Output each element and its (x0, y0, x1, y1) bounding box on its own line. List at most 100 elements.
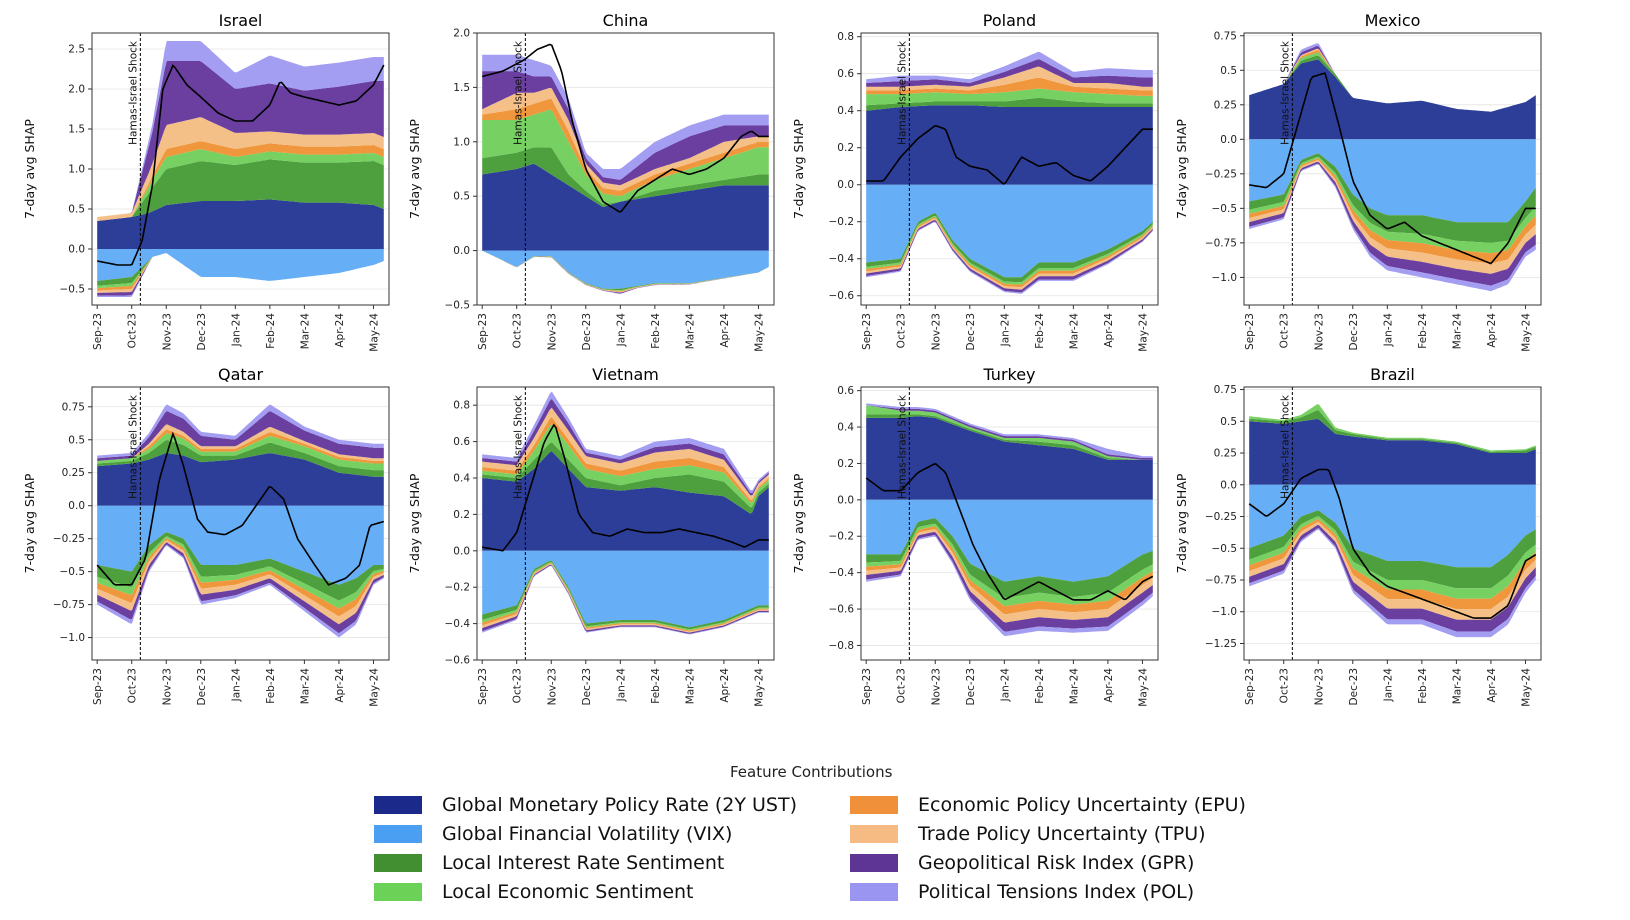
legend-title: Feature Contributions (730, 763, 893, 781)
x-tick-label: Mar-24 (299, 668, 311, 705)
shock-label: Hamas-Israel Shock (127, 394, 139, 499)
legend-swatch-les (374, 882, 422, 901)
x-tick-label: Oct-23 (127, 313, 139, 348)
y-tick-label: −0.8 (829, 640, 855, 652)
area-epu-positive (97, 429, 384, 464)
legend-column-right: Economic Policy Uncertainty (EPU) Trade P… (850, 790, 1246, 906)
x-tick-label: Dec-23 (581, 313, 593, 350)
area-tpu-negative (97, 540, 384, 625)
y-tick-label: 0.2 (837, 142, 854, 154)
y-tick-label: 2.0 (68, 84, 85, 96)
area-pol-positive (97, 41, 384, 217)
area-tpu-positive (866, 66, 1153, 91)
chart-title: Turkey (982, 365, 1035, 384)
y-tick-label: 0.4 (453, 473, 470, 485)
y-tick-label: −0.2 (829, 531, 855, 543)
area-vix-negative (97, 505, 384, 585)
x-tick-label: Mar-24 (684, 668, 696, 705)
x-tick-label: Sep-23 (861, 313, 873, 350)
y-tick-label: 0.0 (68, 244, 85, 256)
shock-label: Hamas-Israel Shock (896, 40, 908, 145)
x-tick-label: Sep-23 (92, 313, 104, 350)
area-les-positive (866, 405, 1153, 460)
y-tick-label: 1.5 (453, 82, 470, 94)
area-lir-positive (482, 147, 769, 207)
y-tick-label: 1.0 (453, 136, 470, 148)
area-gpr-negative (866, 220, 1153, 293)
shock-label: Hamas-Israel Shock (127, 40, 139, 145)
area-vix-negative (97, 249, 384, 281)
area-epu-negative (866, 217, 1153, 288)
area-gpr-negative (97, 542, 384, 634)
y-tick-label: 0.25 (1214, 99, 1237, 111)
y-tick-label: −0.5 (1212, 543, 1238, 555)
y-tick-label: −0.5 (60, 566, 86, 578)
x-tick-label: Mar-24 (1451, 668, 1463, 705)
x-tick-label: Oct-23 (1279, 313, 1291, 348)
shock-label: Hamas-Israel Shock (512, 394, 524, 499)
x-tick-label: Nov-23 (546, 668, 558, 705)
x-tick-label: May-24 (753, 313, 765, 352)
area-g2y-positive (1249, 419, 1536, 485)
y-tick-label: −0.25 (53, 533, 85, 545)
x-tick-label: Jan-24 (615, 313, 627, 348)
shock-label: Hamas-Israel Shock (512, 40, 524, 145)
x-tick-label: Sep-23 (861, 668, 873, 705)
y-tick-label: 0.25 (1214, 448, 1237, 460)
legend-column-left: Global Monetary Policy Rate (2Y UST) Glob… (374, 790, 797, 906)
x-tick-label: May-24 (368, 313, 380, 352)
legend-swatch-pol (850, 882, 898, 901)
y-tick-label: −1.0 (1212, 606, 1238, 618)
area-lir-positive (482, 442, 769, 514)
net-shap-line (96, 431, 385, 586)
x-tick-label: Jan-24 (999, 668, 1011, 703)
x-tick-label: Apr-24 (334, 313, 346, 348)
area-vix-negative (1249, 484, 1536, 568)
x-tick-label: Oct-23 (127, 668, 139, 703)
x-tick-label: Dec-23 (196, 313, 208, 350)
area-tpu-negative (866, 218, 1153, 290)
x-tick-label: Feb-24 (265, 668, 277, 704)
x-tick-label: Nov-23 (1313, 668, 1325, 705)
panel-vietnam: Hamas-Israel Shock Vietnam −0.6 −0.4 −0.2 0.0… (407, 365, 775, 707)
plot-frame (476, 386, 775, 661)
area-epu-negative (1249, 519, 1536, 610)
area-lir-negative (97, 253, 384, 286)
area-vix-negative (482, 250, 769, 289)
x-tick-label: May-24 (1520, 668, 1532, 707)
area-pol-negative (97, 544, 384, 638)
area-vix-negative (482, 550, 769, 628)
area-epu-negative (1249, 158, 1536, 264)
y-tick-label: 0.5 (68, 434, 85, 446)
area-les-positive (97, 149, 384, 221)
area-pol-positive (97, 404, 384, 459)
area-g2y-positive (866, 105, 1153, 185)
x-tick-label: Apr-24 (1103, 668, 1115, 703)
y-tick-label: 0.0 (68, 500, 85, 512)
legend-swatch-vix (374, 824, 422, 843)
x-tick-label: Oct-23 (896, 313, 908, 348)
y-tick-label: 0.0 (453, 545, 470, 557)
area-les-negative (97, 536, 384, 609)
x-tick-label: Apr-24 (334, 668, 346, 703)
plot-frame (1243, 386, 1542, 661)
chart-title: Israel (219, 11, 263, 30)
y-tick-label: 0.5 (68, 204, 85, 216)
area-vix-negative (1249, 139, 1536, 223)
x-tick-label: Mar-24 (684, 313, 696, 350)
chart-title: China (603, 11, 649, 30)
y-tick-label: −1.0 (1212, 272, 1238, 284)
area-g2y-positive (97, 453, 384, 506)
y-tick-label: 0.6 (837, 385, 854, 397)
panel-mexico: Hamas-Israel Shock Mexico −1.0 −0.75 −0.5 −0.… (1174, 11, 1542, 352)
area-lir-negative (866, 518, 1153, 598)
panel-israel: Hamas-Israel Shock Israel −0.5 0.0 0.5 1.0 1.5… (22, 11, 390, 352)
y-axis-label: 7-day avg SHAP (791, 119, 806, 219)
area-lir-negative (1249, 510, 1536, 589)
legend-label-vix: Global Financial Volatility (VIX) (442, 822, 733, 845)
x-tick-label: Nov-23 (930, 668, 942, 705)
y-tick-label: 0.2 (453, 509, 470, 521)
y-tick-label: 0.6 (453, 436, 470, 448)
x-tick-label: Mar-24 (1451, 313, 1463, 350)
x-tick-label: Oct-23 (512, 668, 524, 703)
